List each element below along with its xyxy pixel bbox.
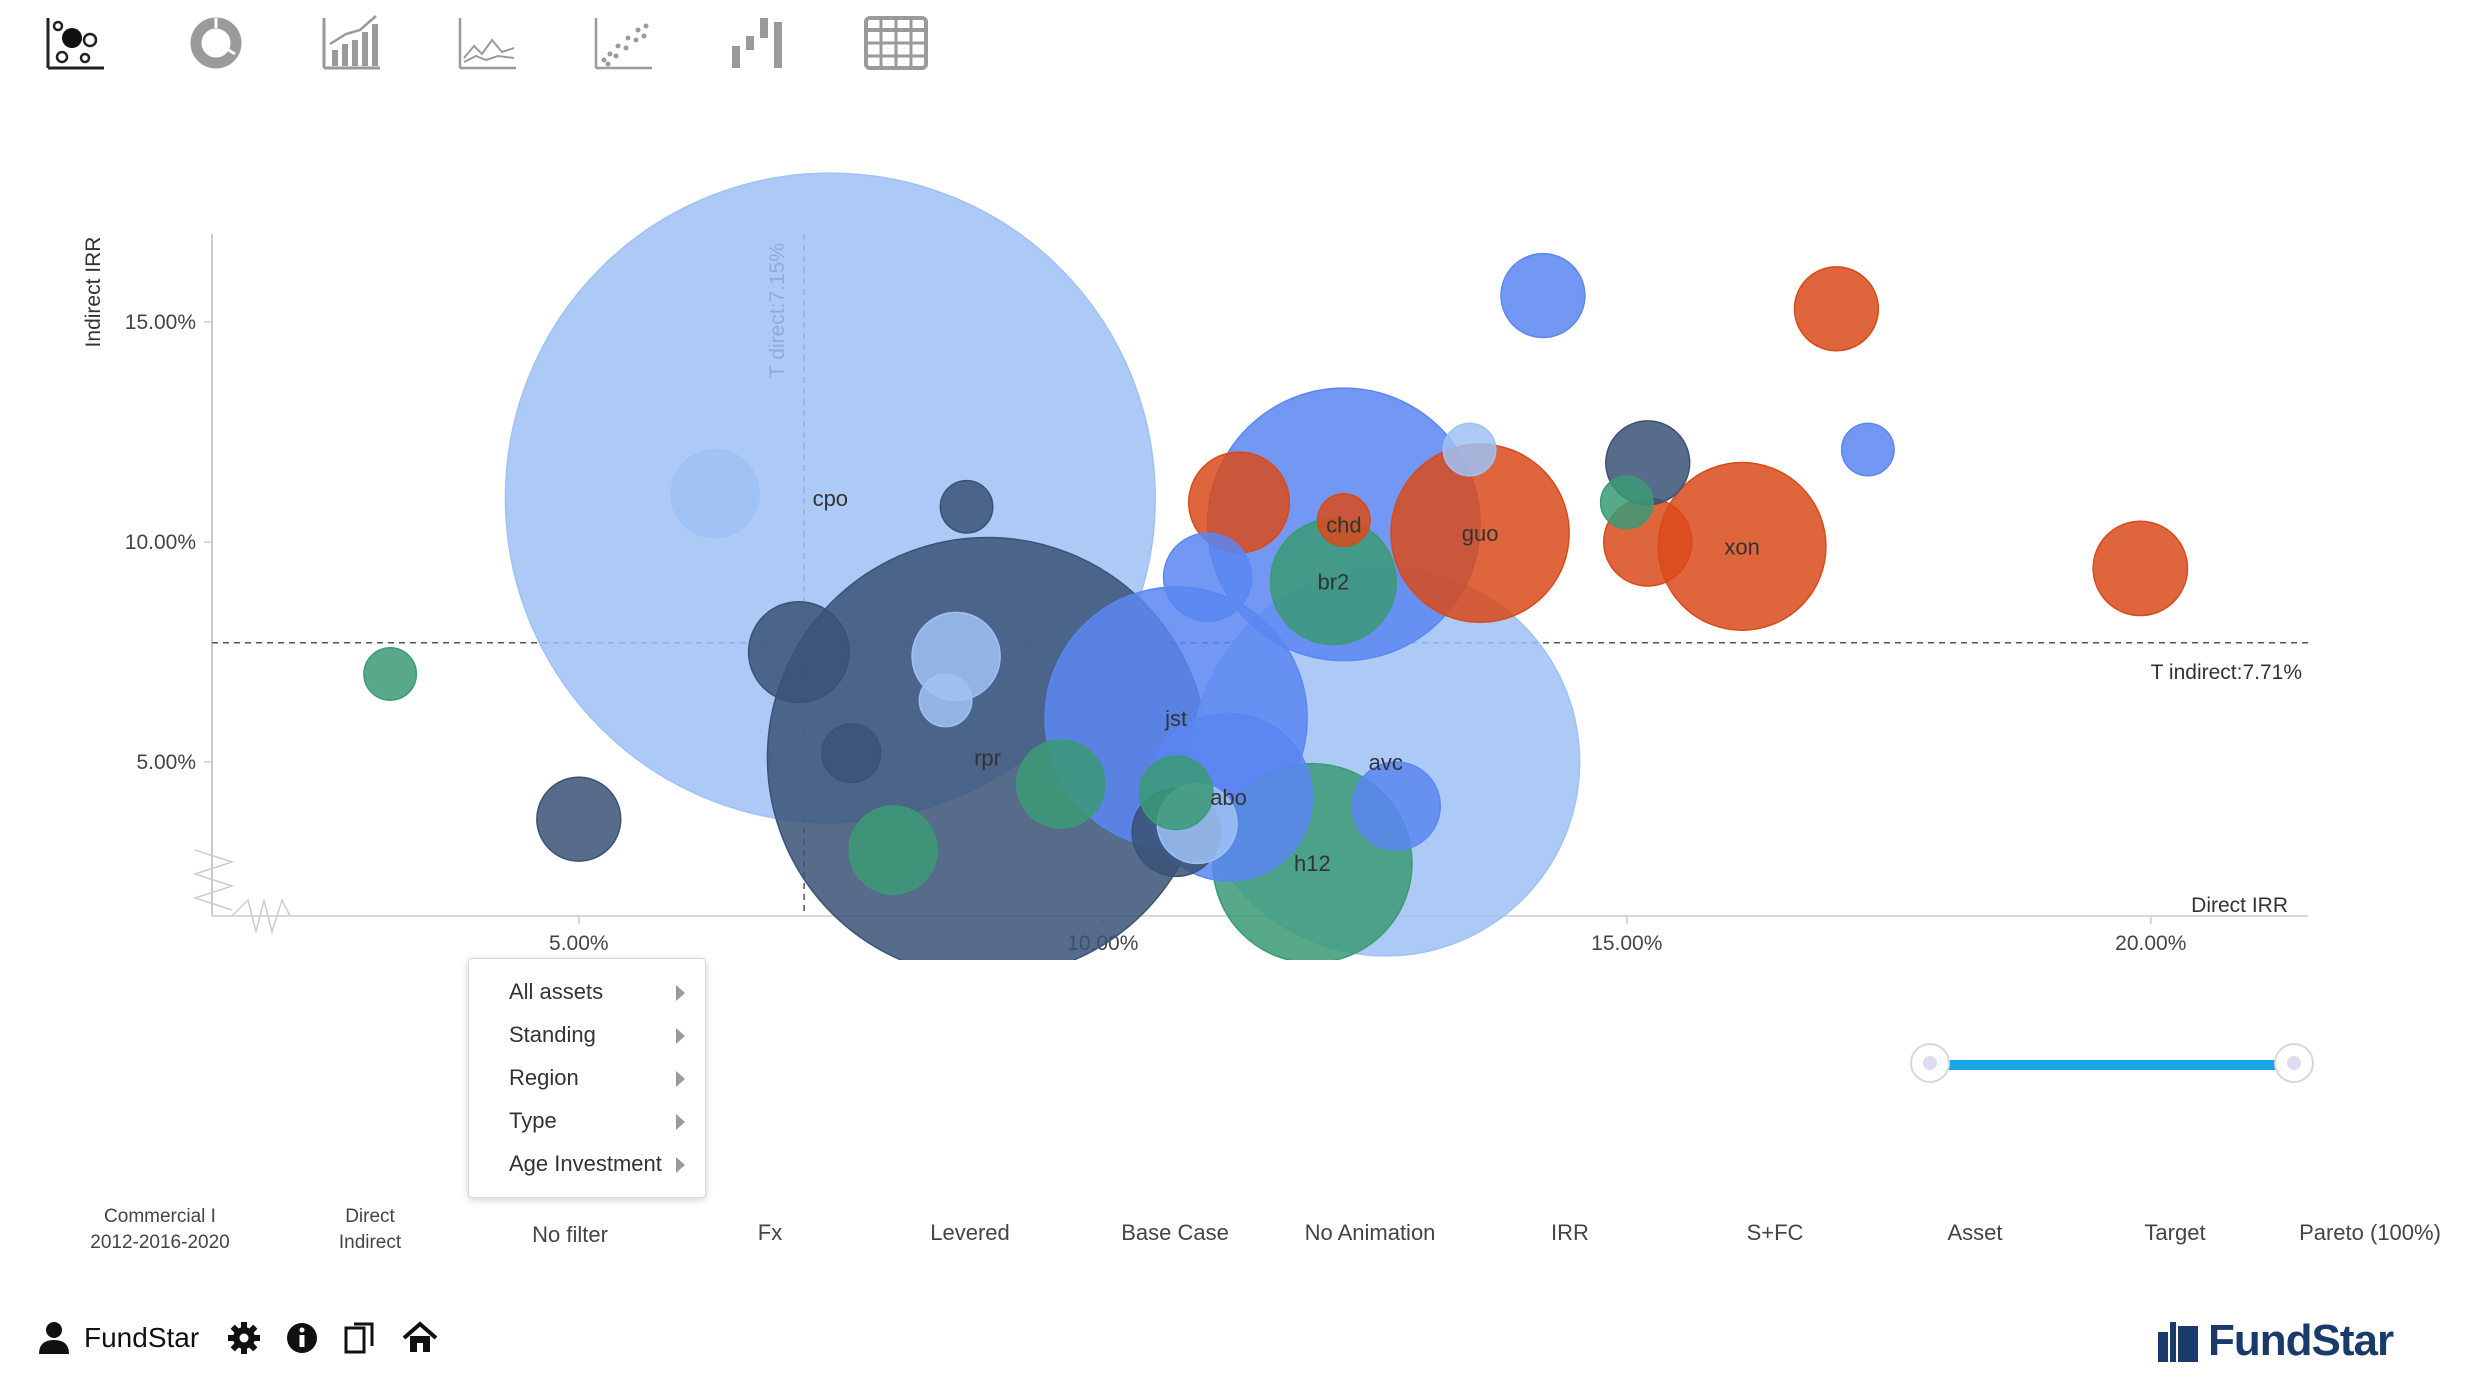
- bubble[interactable]: [821, 723, 882, 784]
- bubble[interactable]: [1351, 761, 1442, 851]
- bubble[interactable]: [1016, 739, 1106, 829]
- menu-item-label: Age Investment: [509, 1151, 662, 1176]
- home-icon[interactable]: [400, 1318, 440, 1358]
- bubble[interactable]: [670, 448, 760, 539]
- user-icon[interactable]: [36, 1318, 72, 1358]
- metric-selector[interactable]: IRR: [1551, 1220, 1589, 1245]
- bubble-chart-icon[interactable]: [40, 10, 112, 76]
- x-tick-label: 20.00%: [2115, 932, 2186, 955]
- bubble-label: abo: [1210, 785, 1247, 810]
- bubble[interactable]: [918, 673, 973, 728]
- bubble[interactable]: [1138, 755, 1214, 831]
- bubble[interactable]: [939, 479, 994, 534]
- bubble[interactable]: [1316, 493, 1371, 547]
- bubble-label: guo: [1462, 521, 1499, 546]
- chevron-right-icon: [676, 985, 685, 1001]
- bubble-label: br2: [1317, 570, 1349, 595]
- scatter-chart-icon[interactable]: [588, 10, 660, 76]
- scenario-selector[interactable]: Base Case: [1121, 1220, 1229, 1245]
- menu-item-type[interactable]: Type: [469, 1100, 705, 1140]
- bubble-label: rpr: [974, 746, 1001, 771]
- menu-item-region[interactable]: Region: [469, 1057, 705, 1097]
- bubble[interactable]: [363, 647, 418, 701]
- bubble[interactable]: [1442, 422, 1497, 477]
- mode-line-1: Direct: [345, 1206, 395, 1227]
- slider-handle-right[interactable]: [2274, 1043, 2314, 1083]
- bubble[interactable]: [1599, 475, 1654, 530]
- brand-name: FundStar: [2208, 1316, 2394, 1365]
- cost-selector[interactable]: S+FC: [1746, 1220, 1804, 1245]
- chevron-right-icon: [676, 1157, 685, 1173]
- bubble-label: avc: [1369, 750, 1403, 775]
- animation-selector[interactable]: No Animation: [1304, 1220, 1436, 1245]
- target-selector[interactable]: Target: [2144, 1220, 2206, 1245]
- menu-item-label: Type: [509, 1108, 557, 1133]
- menu-item-label: Region: [509, 1065, 579, 1090]
- axis-break-x-icon: [231, 898, 291, 935]
- mode-selector[interactable]: Direct Indirect: [310, 1204, 430, 1256]
- table-icon[interactable]: [860, 10, 932, 76]
- bubble-label: cpo: [813, 486, 848, 511]
- level-selector[interactable]: Asset: [1947, 1220, 2003, 1245]
- info-icon[interactable]: [282, 1318, 322, 1358]
- dataset-name: Commercial I: [104, 1206, 216, 1227]
- chevron-right-icon: [676, 1114, 685, 1130]
- bubble-label: chd: [1326, 512, 1361, 537]
- line-chart-icon[interactable]: [452, 10, 524, 76]
- y-tick-label: 5.00%: [136, 751, 196, 774]
- target-indirect-label: T indirect:7.71%: [2151, 661, 2302, 684]
- donut-chart-icon[interactable]: [180, 10, 252, 76]
- copy-icon[interactable]: [340, 1318, 380, 1358]
- x-axis-title: Direct IRR: [2191, 894, 2288, 917]
- x-tick-label: 15.00%: [1591, 932, 1662, 955]
- bubble-label: h12: [1294, 851, 1331, 876]
- menu-item-label: All assets: [509, 979, 604, 1004]
- axis-break-icon: [192, 849, 235, 911]
- dataset-years: 2012-2016-2020: [90, 1232, 230, 1253]
- menu-item-label: Standing: [509, 1022, 596, 1047]
- logo-mark-icon: [2158, 1322, 2198, 1362]
- chevron-right-icon: [676, 1028, 685, 1044]
- range-slider[interactable]: [1908, 1040, 2316, 1090]
- y-tick-label: 10.00%: [125, 531, 196, 554]
- menu-item-standing[interactable]: Standing: [469, 1014, 705, 1054]
- slider-handle-left[interactable]: [1910, 1043, 1950, 1083]
- pareto-selector[interactable]: Pareto (100%): [2299, 1220, 2441, 1245]
- slider-track: [1932, 1060, 2292, 1070]
- bar-trend-icon[interactable]: [316, 10, 388, 76]
- fundstar-logo: FundStar: [2158, 1316, 2448, 1366]
- menu-item-all-assets[interactable]: All assets: [469, 971, 705, 1011]
- bubble[interactable]: [848, 805, 938, 895]
- waterfall-icon[interactable]: [724, 10, 796, 76]
- bubble[interactable]: [1840, 422, 1895, 477]
- y-axis-title: Indirect IRR: [82, 237, 105, 348]
- bubble[interactable]: [1162, 532, 1253, 622]
- dataset-selector[interactable]: Commercial I 2012-2016-2020: [70, 1204, 250, 1256]
- fx-selector[interactable]: Fx: [757, 1220, 783, 1245]
- y-tick-label: 15.00%: [125, 311, 196, 334]
- levered-selector[interactable]: Levered: [930, 1220, 1010, 1245]
- bubble[interactable]: [1793, 266, 1880, 352]
- menu-item-age-investment[interactable]: Age Investment: [469, 1143, 705, 1183]
- bubble[interactable]: [536, 776, 622, 862]
- chevron-right-icon: [676, 1071, 685, 1087]
- x-tick-label: 5.00%: [549, 932, 609, 955]
- mode-line-2: Indirect: [338, 1232, 402, 1253]
- bubble[interactable]: [1500, 252, 1586, 339]
- gear-icon[interactable]: [224, 1318, 264, 1358]
- bubble[interactable]: [747, 600, 850, 704]
- bubble-label: xon: [1724, 534, 1759, 559]
- user-name: FundStar: [84, 1322, 200, 1353]
- bubble[interactable]: [2092, 520, 2189, 617]
- bubble-label: jst: [1164, 706, 1187, 731]
- bubble-chart: 5.00%10.00%15.00%20.00%5.00%10.00%15.00%…: [82, 172, 2308, 960]
- filter-selector[interactable]: No filter: [532, 1222, 608, 1247]
- filter-menu: All assets Standing Region Type Age Inve…: [468, 958, 706, 1198]
